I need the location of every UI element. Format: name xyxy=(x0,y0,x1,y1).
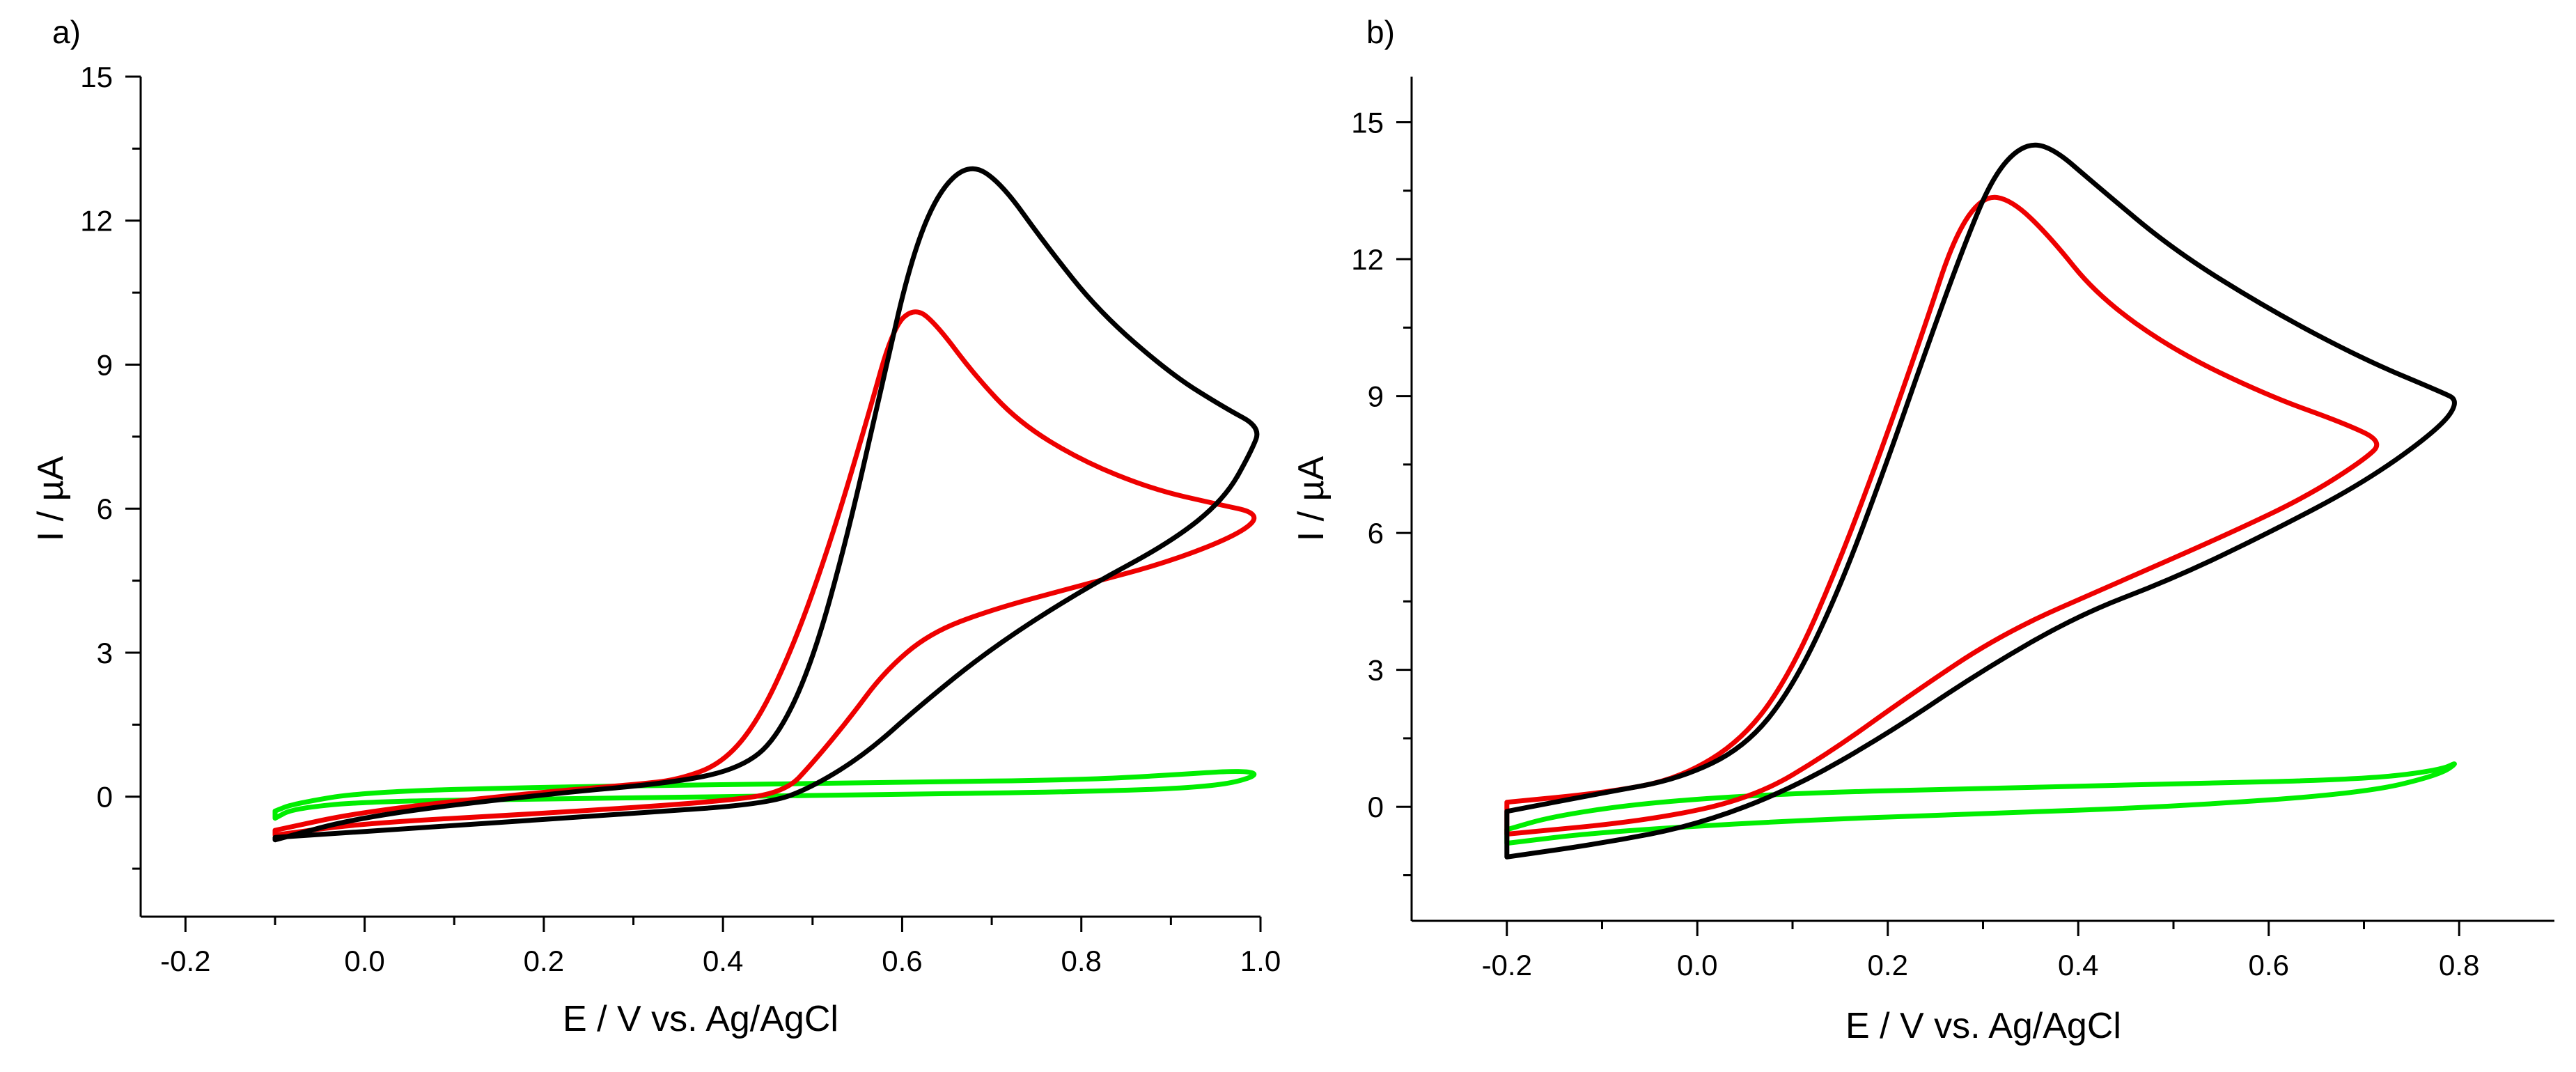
panel-b-x-ticks: -0.2 0.0 0.2 0.4 0.6 0.8 xyxy=(1482,921,2479,981)
panel-a-y-title: I / µA xyxy=(31,456,71,541)
panel-a-label: a) xyxy=(52,14,81,50)
panel-b-x-tick-label: -0.2 xyxy=(1482,949,1532,981)
panel-b-x-title: E / V vs. Ag/AgCl xyxy=(1845,1006,2121,1046)
panel-b: b) -0.2 0.0 0.2 0.4 0.6 0.8 0 3 6 9 12 15 E / V vs… xyxy=(1291,14,2554,1046)
panel-a-y-tick-label: 15 xyxy=(80,61,113,93)
panel-b-y-tick-label: 6 xyxy=(1368,517,1384,550)
panel-a-y-tick-label: 6 xyxy=(97,492,113,525)
panel-a-x-tick-label: 0.8 xyxy=(1061,945,1102,977)
panel-a-y-tick-label: 9 xyxy=(97,348,113,381)
panel-b-series xyxy=(1504,142,2457,860)
panel-a-x-tick-label: 1.0 xyxy=(1240,945,1281,977)
panel-b-x-tick-label: 0.8 xyxy=(2439,949,2479,981)
panel-a-x-tick-label: 0.4 xyxy=(703,945,743,977)
panel-a-x-title: E / V vs. Ag/AgCl xyxy=(563,999,838,1039)
panel-b-x-tick-label: 0.0 xyxy=(1677,949,1717,981)
panel-a-y-tick-label: 0 xyxy=(97,781,113,814)
panel-b-series-red xyxy=(1504,194,2380,837)
panel-a-x-ticks: -0.2 0.0 0.2 0.4 0.6 0.8 1.0 xyxy=(160,917,1281,977)
panel-b-y-ticks: 0 3 6 9 12 15 xyxy=(1351,107,1412,876)
panel-b-y-tick-label: 0 xyxy=(1368,791,1384,823)
panel-a-x-tick-label: 0.2 xyxy=(524,945,564,977)
panel-b-series-green xyxy=(1504,761,2457,846)
panel-b-x-tick-label: 0.2 xyxy=(1868,949,1908,981)
panel-b-y-tick-label: 15 xyxy=(1351,107,1384,139)
panel-a-series-black xyxy=(272,166,1260,843)
panel-a-x-tick-label: -0.2 xyxy=(160,945,210,977)
panel-a-x-tick-label: 0.6 xyxy=(882,945,922,977)
panel-b-y-tick-label: 9 xyxy=(1368,380,1384,413)
panel-a: a) -0.2 0.0 0.2 0.4 0.6 0.8 1.0 0 3 6 9 12 15 E / V… xyxy=(31,14,1281,1039)
panel-b-label: b) xyxy=(1366,14,1395,50)
panel-a-series xyxy=(272,166,1260,843)
panel-b-x-tick-label: 0.4 xyxy=(2058,949,2098,981)
panel-b-x-tick-label: 0.6 xyxy=(2249,949,2289,981)
panel-a-x-tick-label: 0.0 xyxy=(344,945,384,977)
panel-a-y-tick-label: 12 xyxy=(80,205,113,238)
panel-b-series-black xyxy=(1504,142,2457,860)
panel-a-series-red xyxy=(272,309,1257,838)
panel-b-y-tick-label: 3 xyxy=(1368,654,1384,687)
panel-a-y-tick-label: 3 xyxy=(97,637,113,669)
panel-a-y-ticks: 0 3 6 9 12 15 xyxy=(80,61,141,870)
panel-b-y-tick-label: 12 xyxy=(1351,243,1384,276)
panel-b-y-title: I / µA xyxy=(1291,456,1332,541)
